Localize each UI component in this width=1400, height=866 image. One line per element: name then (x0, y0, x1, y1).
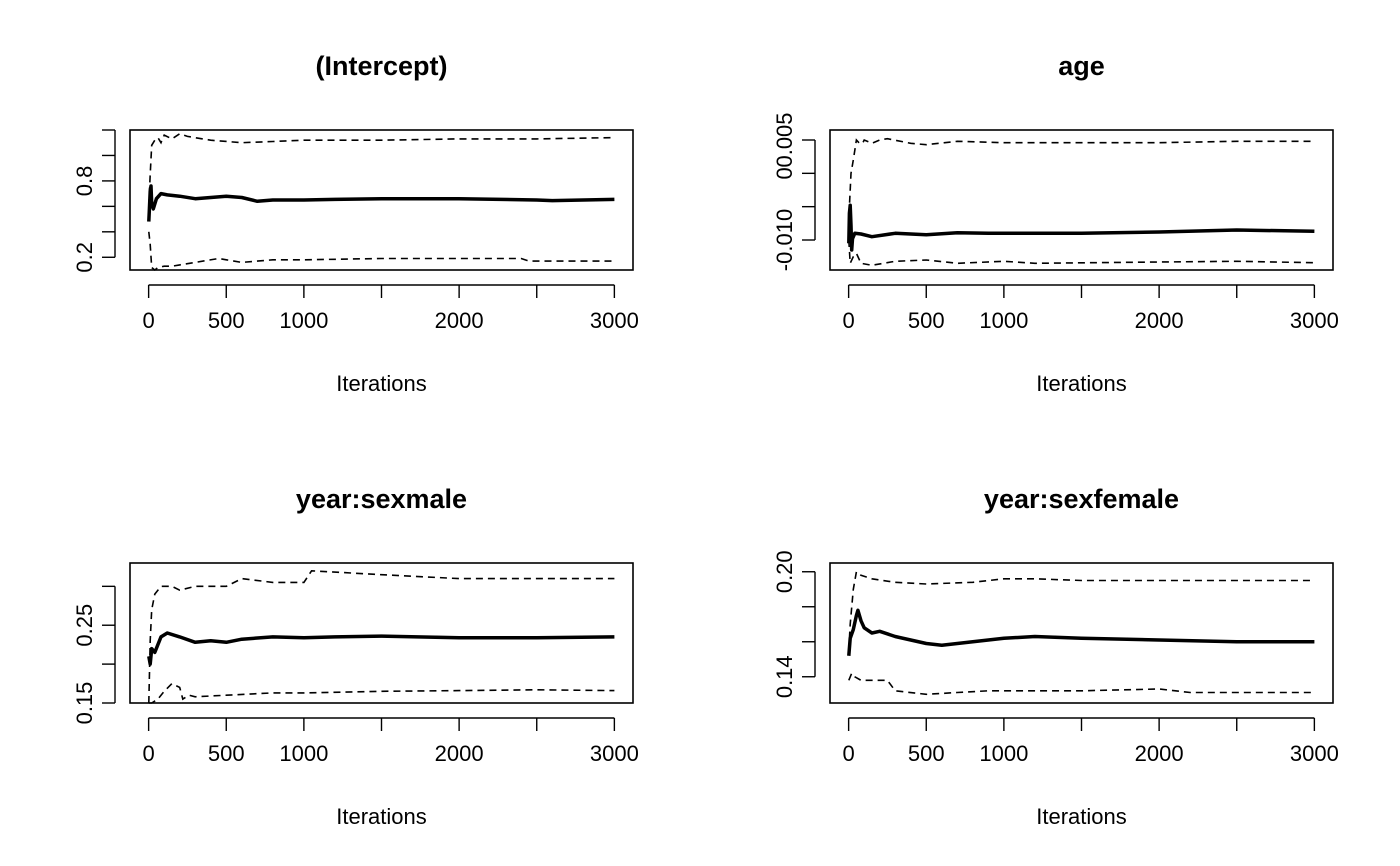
x-tick-label: 0 (843, 741, 855, 766)
y-tick-label: 0.25 (72, 604, 97, 647)
upper-quantile-line (148, 132, 615, 207)
y-tick-label: 0.14 (772, 655, 797, 698)
panel-title: year:sexfemale (984, 484, 1179, 514)
x-tick-label: 3000 (590, 741, 639, 766)
lower-quantile-line (848, 671, 1315, 696)
x-tick-label: 500 (908, 741, 945, 766)
panel-title: age (1058, 51, 1105, 81)
panel-2: year:sexmale 0 500 1000 2000 3000 Iterations 0.… (72, 484, 639, 829)
x-tick-label: 3000 (590, 308, 639, 333)
running-mean-line (847, 608, 1315, 656)
lower-quantile-line (148, 231, 615, 272)
x-tick-label: 2000 (1135, 308, 1184, 333)
x-axis-label: Iterations (336, 804, 427, 829)
y-tick-label: 0.005 (772, 112, 797, 167)
x-tick-label: 1000 (279, 308, 328, 333)
panel-0: (Intercept) 0 500 1000 2000 3000 Iterations 0.2… (72, 51, 639, 396)
plot-frame (129, 129, 634, 271)
x-axis-label: Iterations (336, 371, 427, 396)
x-tick-label: 0 (143, 308, 155, 333)
x-tick-label: 3000 (1290, 741, 1339, 766)
lower-quantile-line (148, 682, 615, 704)
x-tick-label: 1000 (279, 741, 328, 766)
plot-frame (129, 562, 634, 704)
plot-frame (829, 129, 1334, 271)
x-tick-label: 500 (208, 308, 245, 333)
x-tick-label: 2000 (1135, 741, 1184, 766)
running-mean-line (147, 631, 615, 666)
x-tick-label: 2000 (435, 308, 484, 333)
y-tick-label: 0.15 (72, 682, 97, 725)
panel-title: (Intercept) (315, 51, 447, 81)
x-tick-label: 1000 (979, 308, 1028, 333)
upper-quantile-line (848, 137, 1315, 227)
x-tick-label: 2000 (435, 741, 484, 766)
plot-frame (829, 562, 1334, 704)
y-tick-label: 0 (772, 167, 797, 179)
y-tick-label: 0.20 (772, 550, 797, 593)
x-axis-label: Iterations (1036, 804, 1127, 829)
y-tick-label: 0.2 (72, 242, 97, 273)
y-tick-label: 0.8 (72, 166, 97, 197)
x-tick-label: 0 (843, 308, 855, 333)
running-mean-line (147, 184, 615, 222)
x-tick-label: 500 (208, 741, 245, 766)
x-tick-label: 0 (143, 741, 155, 766)
lower-quantile-line (848, 239, 1315, 267)
x-axis-label: Iterations (1036, 371, 1127, 396)
x-tick-label: 3000 (1290, 308, 1339, 333)
panel-3: year:sexfemale 0 500 1000 2000 3000 Iterations… (772, 484, 1339, 829)
x-tick-label: 1000 (979, 741, 1028, 766)
panel-title: year:sexmale (296, 484, 467, 514)
running-mean-line (847, 203, 1315, 252)
x-tick-label: 500 (908, 308, 945, 333)
y-tick-label: -0.010 (772, 209, 797, 271)
upper-quantile-line (148, 569, 615, 704)
